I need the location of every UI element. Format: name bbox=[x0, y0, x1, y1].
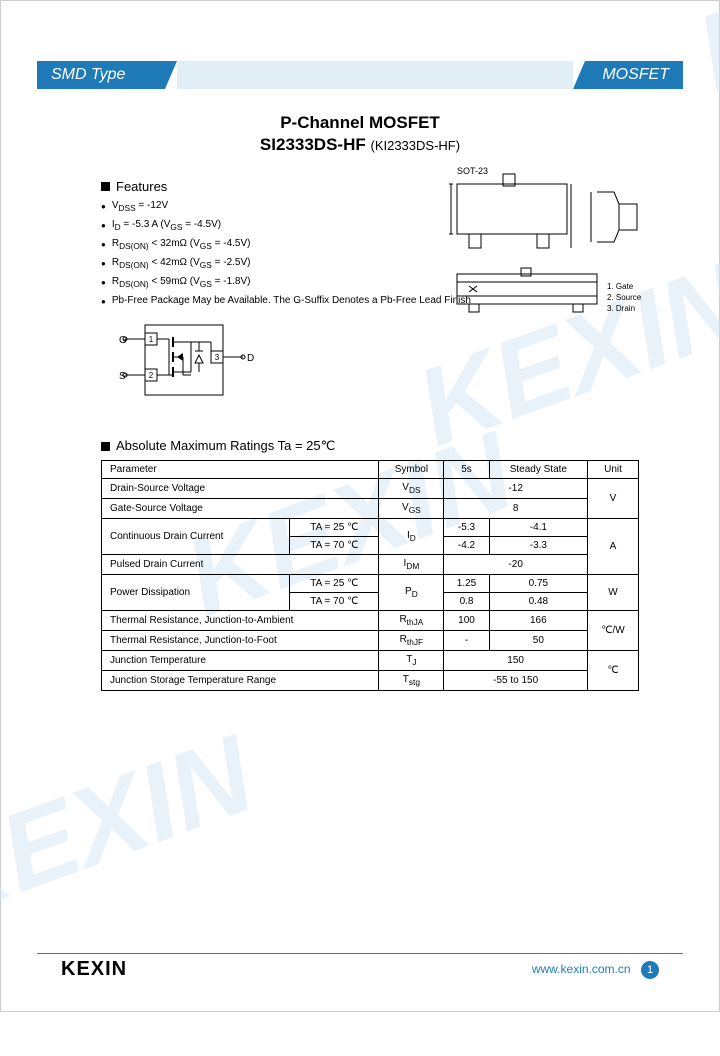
brand-logo: KEXIN bbox=[61, 958, 127, 981]
pkg-label: SOT-23 bbox=[457, 166, 488, 176]
ratings-heading: Absolute Maximum Ratings Ta = 25℃ bbox=[101, 438, 639, 454]
svg-text:1. Gate: 1. Gate bbox=[607, 282, 634, 291]
svg-text:3. Drain: 3. Drain bbox=[607, 304, 635, 313]
svg-text:D: D bbox=[247, 353, 254, 364]
header-mid bbox=[177, 61, 573, 89]
ratings-label: Absolute Maximum Ratings Ta = 25℃ bbox=[116, 438, 335, 454]
title-block: P-Channel MOSFET SI2333DS-HF (KI2333DS-H… bbox=[1, 113, 719, 155]
title-line1: P-Channel MOSFET bbox=[1, 113, 719, 133]
alt-part: (KI2333DS-HF) bbox=[370, 138, 460, 153]
part-number: SI2333DS-HF bbox=[260, 135, 366, 154]
ratings-table: ParameterSymbol5sSteady StateUnitDrain-S… bbox=[101, 460, 639, 691]
page-number: 1 bbox=[641, 961, 659, 979]
header-left: SMD Type bbox=[37, 61, 177, 89]
header-bar: SMD Type MOSFET bbox=[37, 61, 683, 89]
footer-url: www.kexin.com.cn bbox=[532, 962, 631, 976]
svg-text:3: 3 bbox=[215, 353, 220, 362]
header-right: MOSFET bbox=[573, 61, 683, 89]
title-line2: SI2333DS-HF (KI2333DS-HF) bbox=[1, 135, 719, 155]
square-bullet-icon bbox=[101, 442, 110, 451]
footer: KEXIN www.kexin.com.cn 1 bbox=[1, 953, 719, 981]
svg-text:2. Source: 2. Source bbox=[607, 293, 642, 302]
content: SOT-23 bbox=[101, 179, 639, 691]
page: K KEXIN KEXIN KEXIN IN SMD Type MOSFET P… bbox=[0, 0, 720, 1012]
square-bullet-icon bbox=[101, 182, 110, 191]
watermark: KEXIN bbox=[0, 710, 269, 944]
watermark: K bbox=[680, 0, 720, 118]
features-label: Features bbox=[116, 179, 167, 194]
footer-rule bbox=[37, 953, 683, 954]
svg-text:1: 1 bbox=[149, 335, 154, 344]
package-drawing: SOT-23 bbox=[439, 164, 659, 354]
svg-text:2: 2 bbox=[149, 371, 154, 380]
